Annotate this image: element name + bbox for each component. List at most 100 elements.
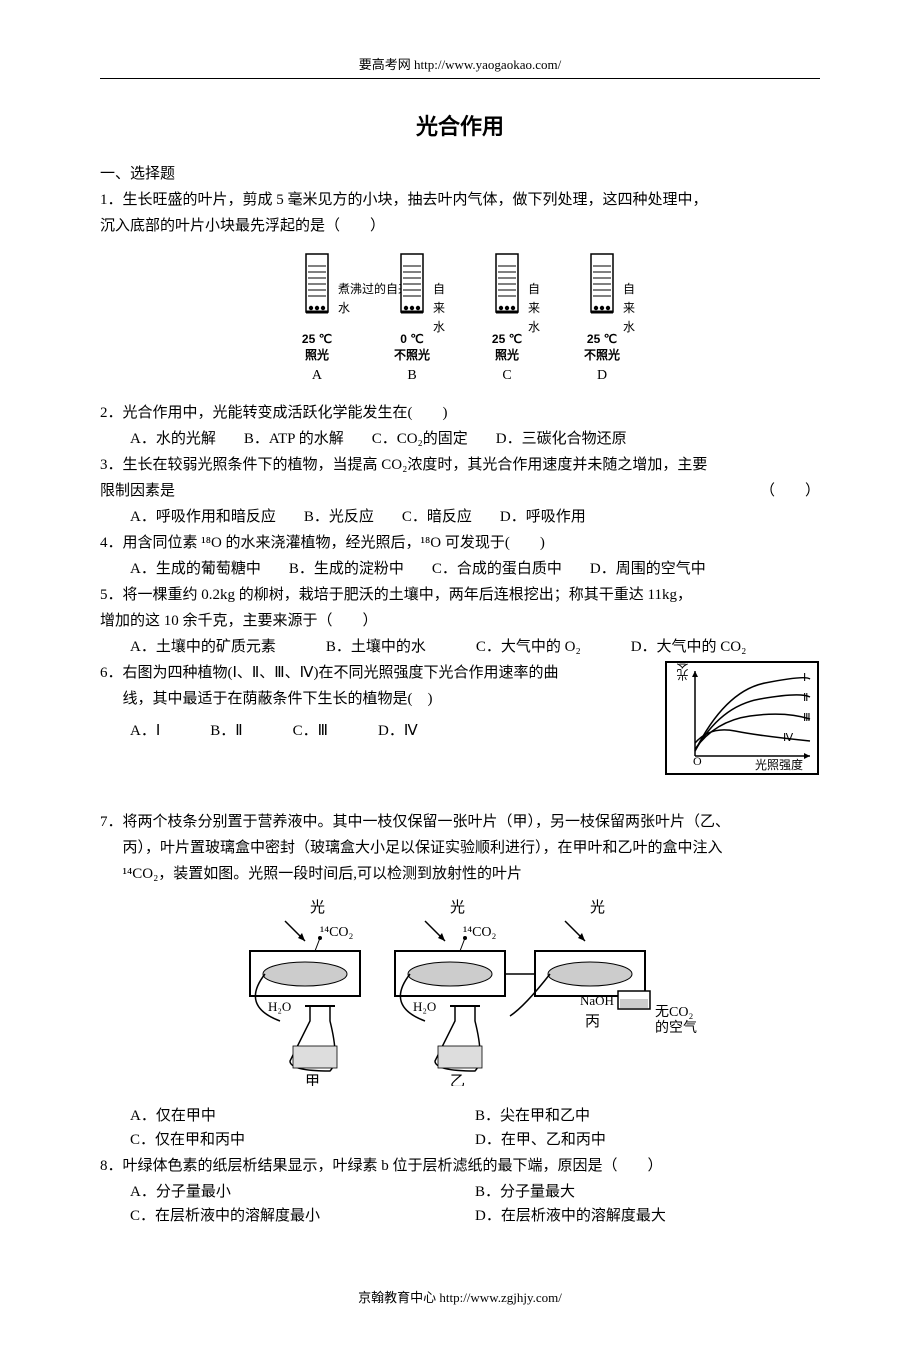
q4-stem: 4．用含同位素 ¹⁸O 的水来浇灌植物，经光照后，¹⁸O 可发现于( ) (100, 531, 820, 555)
q2-c: C．CO₂的固定 (372, 427, 468, 451)
beaker-cond: 照光 (495, 348, 519, 362)
section-heading: 一、选择题 (100, 162, 820, 186)
curve-label-1: Ⅰ (803, 672, 806, 684)
naoh-label: NaOH (580, 993, 614, 1008)
beaker-icon (490, 252, 524, 322)
beaker-c: 自来水 25 ℃ 照光 C (490, 252, 524, 387)
q5-d: D．大气中的 CO₂ (631, 635, 747, 659)
graph-ylabel: 光合作用速率 (676, 661, 690, 681)
q6-b: B．Ⅱ (210, 719, 242, 743)
q5-b: B．土壤中的水 (326, 635, 426, 659)
q6-a: A．Ⅰ (130, 719, 160, 743)
q3-a: A．呼吸作用和暗反应 (130, 505, 276, 529)
q7-choices: A．仅在甲中 B．尖在甲和乙中 C．仅在甲和丙中 D．在甲、乙和丙中 (100, 1104, 820, 1152)
beaker-a: 煮沸过的自来水 25 ℃ 照光 A (300, 252, 334, 387)
q5-a: A．土壤中的矿质元素 (130, 635, 276, 659)
beaker-temp: 25 ℃ (302, 332, 332, 346)
q8-a: A．分子量最小 (130, 1180, 475, 1204)
light-label: 光 (450, 899, 465, 916)
header-rule (100, 78, 820, 79)
co2-label: ¹⁴CO₂ (320, 925, 354, 940)
q7-figure: 光 光 光 ¹⁴CO₂ ¹⁴CO₂ (100, 896, 820, 1094)
beaker-icon (395, 252, 429, 322)
q5-choices: A．土壤中的矿质元素 B．土壤中的水 C．大气中的 O₂ D．大气中的 CO₂ (100, 635, 820, 659)
q4-b: B．生成的淀粉中 (289, 557, 404, 581)
beaker-cond: 不照光 (394, 348, 430, 362)
q8-stem: 8．叶绿体色素的纸层析结果显示，叶绿素 b 位于层析滤纸的最下端，原因是（ ） (100, 1154, 820, 1178)
beaker-side-label: 自来水 (528, 280, 540, 338)
noco2-label: 无CO₂ (655, 1005, 693, 1020)
q3-paren: （ ） (760, 479, 820, 503)
q4-c: C．合成的蛋白质中 (432, 557, 562, 581)
co2-label: ¹⁴CO₂ (463, 925, 497, 940)
graph-xlabel: 光照强度 (755, 757, 803, 772)
q2-a: A．水的光解 (130, 427, 216, 451)
q3-b: B．光反应 (304, 505, 374, 529)
q4-d: D．周围的空气中 (590, 557, 706, 581)
q4-a: A．生成的葡萄糖中 (130, 557, 261, 581)
light-label: 光 (310, 899, 325, 916)
light-label: 光 (590, 899, 605, 916)
beaker-temp: 25 ℃ (587, 332, 617, 346)
q7-stem-line3: ¹⁴CO₂，装置如图。光照一段时间后,可以检测到放射性的叶片 (100, 862, 820, 886)
beaker-temp: 25 ℃ (492, 332, 522, 346)
q1-beaker-figure: 煮沸过的自来水 25 ℃ 照光 A 自来水 0 ℃ 不照光 B (100, 252, 820, 387)
q3-d: D．呼吸作用 (500, 505, 586, 529)
beaker-letter: C (502, 365, 511, 387)
q7-b: B．尖在甲和乙中 (475, 1104, 820, 1128)
q5-c: C．大气中的 O₂ (476, 635, 581, 659)
q7-d: D．在甲、乙和丙中 (475, 1128, 820, 1152)
q6-c: C．Ⅲ (293, 719, 328, 743)
beaker-icon (300, 252, 334, 322)
q7-stem-line2: 丙），叶片置玻璃盒中密封（玻璃盒大小足以保证实验顺利进行），在甲叶和乙叶的盒中注… (100, 836, 820, 860)
q7-c: C．仅在甲和丙中 (130, 1128, 475, 1152)
beaker-b: 自来水 0 ℃ 不照光 B (394, 252, 430, 387)
leaf-yi-label: 乙 (450, 1074, 465, 1086)
beaker-cond: 不照光 (584, 348, 620, 362)
beaker-d: 自来水 25 ℃ 不照光 D (584, 252, 620, 387)
beaker-letter: A (312, 365, 322, 387)
beaker-cond: 照光 (305, 348, 329, 362)
q8-choices: A．分子量最小 B．分子量最大 C．在层析液中的溶解度最小 D．在层析液中的溶解… (100, 1180, 820, 1228)
leaf-jia-label: 甲 (305, 1074, 320, 1086)
q5-stem-line1: 5．将一棵重约 0.2kg 的柳树，栽培于肥沃的土壤中，两年后连根挖出；称其干重… (100, 583, 820, 607)
flask-jia (290, 1006, 337, 1071)
q8-d: D．在层析液中的溶解度最大 (475, 1204, 820, 1228)
beaker-icon (585, 252, 619, 322)
q3-c: C．暗反应 (402, 505, 472, 529)
q2-stem: 2．光合作用中，光能转变成活跃化学能发生在( ) (100, 401, 820, 425)
beaker-letter: B (407, 365, 416, 387)
curve-label-4: Ⅳ (783, 732, 794, 744)
svg-text:O: O (693, 754, 702, 768)
q6-d: D．Ⅳ (378, 719, 418, 743)
q3-stem-line2-text: 限制因素是 (100, 479, 175, 503)
flask-yi (435, 1006, 482, 1071)
q8-c: C．在层析液中的溶解度最小 (130, 1204, 475, 1228)
q3-stem-line1: 3．生长在较弱光照条件下的植物，当提高 CO₂浓度时，其光合作用速度并未随之增加… (100, 453, 820, 477)
page-title: 光合作用 (100, 109, 820, 144)
beaker-side-label: 自来水 (623, 280, 635, 338)
q6-graph: O Ⅰ Ⅱ Ⅲ Ⅳ 光合作用速率 光照强度 (665, 661, 820, 784)
q3-choices: A．呼吸作用和暗反应 B．光反应 C．暗反应 D．呼吸作用 (100, 505, 820, 529)
q7-stem-line1: 7．将两个枝条分别置于营养液中。其中一枝仅保留一张叶片（甲），另一枝保留两张叶片… (100, 810, 820, 834)
header-url: 要高考网 http://www.yaogaokao.com/ (100, 55, 820, 76)
beaker-side-label: 自来水 (433, 280, 445, 338)
noco2-label2: 的空气 (655, 1020, 697, 1036)
q7-a: A．仅在甲中 (130, 1104, 475, 1128)
q6-choices: A．Ⅰ B．Ⅱ C．Ⅲ D．Ⅳ (100, 719, 657, 743)
footer-url: 京翰教育中心 http://www.zgjhjy.com/ (100, 1288, 820, 1309)
beaker-letter: D (597, 365, 607, 387)
h2o-label: H₂O (413, 999, 436, 1014)
q8-b: B．分子量最大 (475, 1180, 820, 1204)
curve-label-2: Ⅱ (803, 692, 808, 704)
q1-stem-line2: 沉入底部的叶片小块最先浮起的是（ ） (100, 214, 820, 238)
q2-d: D．三碳化合物还原 (496, 427, 627, 451)
q2-choices: A．水的光解 B．ATP 的水解 C．CO₂的固定 D．三碳化合物还原 (100, 427, 820, 451)
h2o-label: H₂O (268, 999, 291, 1014)
q4-choices: A．生成的葡萄糖中 B．生成的淀粉中 C．合成的蛋白质中 D．周围的空气中 (100, 557, 820, 581)
leaf-bing-label: 丙 (585, 1014, 600, 1030)
curve-label-3: Ⅲ (803, 712, 811, 724)
beaker-temp: 0 ℃ (400, 332, 423, 346)
q1-stem-line1: 1．生长旺盛的叶片，剪成 5 毫米见方的小块，抽去叶内气体，做下列处理，这四种处… (100, 188, 820, 212)
q2-b: B．ATP 的水解 (244, 427, 344, 451)
